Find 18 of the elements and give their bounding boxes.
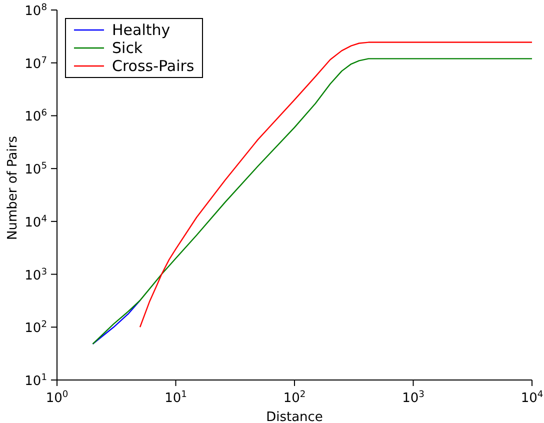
- y-tick-label: 10$^{1}$: [24, 373, 47, 389]
- x-tick-label: 10$^{3}$: [402, 390, 425, 406]
- x-tick-label: 10$^{4}$: [520, 390, 544, 406]
- y-tick-label: 10$^{3}$: [24, 267, 48, 284]
- y-tick-label: 10$^{2}$: [24, 320, 47, 336]
- legend-label: Cross-Pairs: [112, 57, 194, 75]
- x-tick-label: 10$^{1}$: [164, 390, 187, 406]
- y-tick-label: 10$^{5}$: [24, 162, 47, 178]
- y-tick-label: 10$^{8}$: [24, 3, 48, 19]
- x-axis-title: Distance: [266, 410, 323, 423]
- y-tick-label: 10$^{7}$: [24, 56, 48, 72]
- y-axis-title: Number of Pairs: [6, 136, 21, 240]
- legend-label: Sick: [112, 39, 143, 57]
- y-tick-label: 10$^{6}$: [24, 108, 48, 125]
- x-tick-label: 10$^{0}$: [46, 390, 68, 406]
- legend-label: Healthy: [112, 21, 170, 39]
- y-tick-label: 10$^{4}$: [24, 214, 48, 230]
- x-tick-label: 10$^{2}$: [283, 390, 306, 406]
